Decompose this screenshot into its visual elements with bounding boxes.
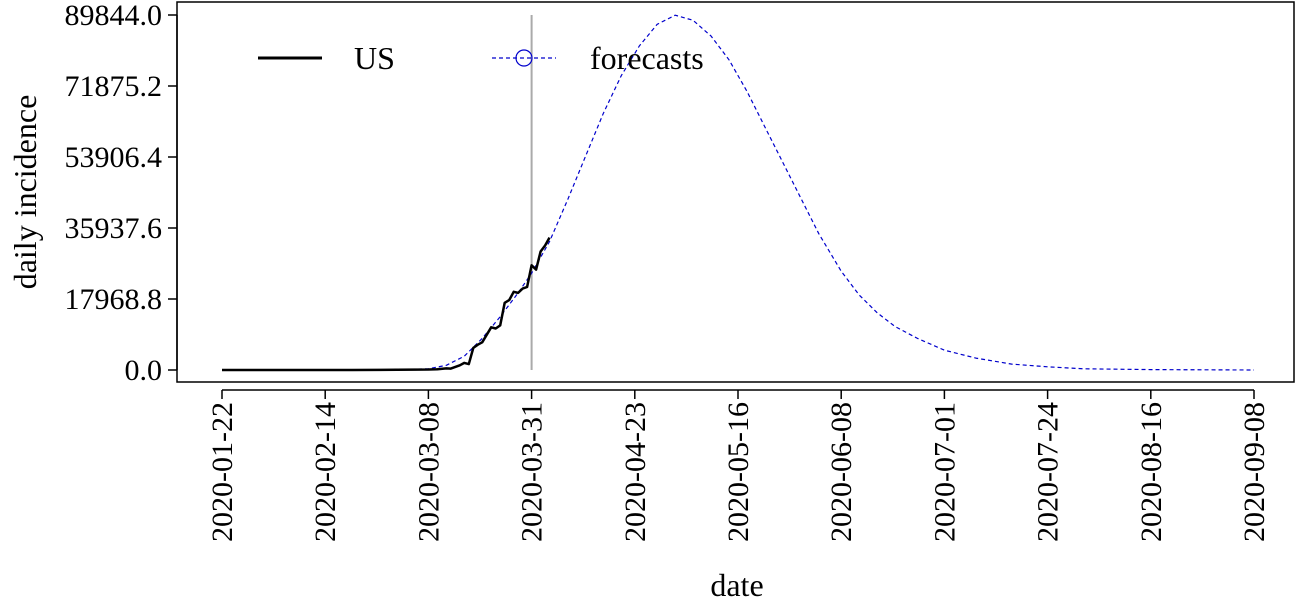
- x-tick-label: 2020-06-08: [825, 402, 858, 542]
- series-line-us: [222, 236, 551, 372]
- series-layer: [222, 14, 1255, 372]
- y-axis-label: daily incidence: [7, 95, 43, 290]
- y-tick-label: 89844.0: [65, 0, 163, 32]
- x-tick-label: 2020-07-24: [1032, 402, 1065, 542]
- x-axis-label: date: [710, 567, 763, 600]
- x-tick-label: 2020-09-08: [1238, 402, 1271, 542]
- x-tick-label: 2020-08-16: [1135, 402, 1168, 542]
- x-tick-label: 2020-04-23: [619, 402, 652, 542]
- legend-label-forecasts: forecasts: [590, 40, 704, 76]
- y-tick-label: 17968.8: [65, 283, 163, 316]
- y-tick-label: 71875.2: [65, 70, 163, 103]
- plot-frame: [176, 1, 1295, 383]
- legend-label-us: US: [354, 40, 395, 76]
- x-tick-label: 2020-03-31: [516, 402, 549, 542]
- legend-marker-forecasts: [515, 49, 533, 67]
- y-axis: 0.0 17968.8 35937.6 53906.4 71875.2 89844.0: [65, 0, 178, 387]
- x-tick-label: 2020-05-16: [722, 402, 755, 542]
- y-tick-label: 0.0: [125, 354, 163, 387]
- y-tick-label: 35937.6: [65, 212, 163, 245]
- y-tick-label: 53906.4: [65, 141, 163, 174]
- x-tick-label: 2020-01-22: [206, 402, 239, 542]
- x-axis: 2020-01-22 2020-02-14 2020-03-08 2020-03-31…: [206, 389, 1271, 542]
- x-tick-label: 2020-02-14: [309, 402, 342, 542]
- series-line-forecasts: [222, 14, 1255, 371]
- x-tick-label: 2020-03-08: [412, 402, 445, 542]
- legend: US forecasts: [258, 40, 704, 76]
- x-tick-label: 2020-07-01: [928, 402, 961, 542]
